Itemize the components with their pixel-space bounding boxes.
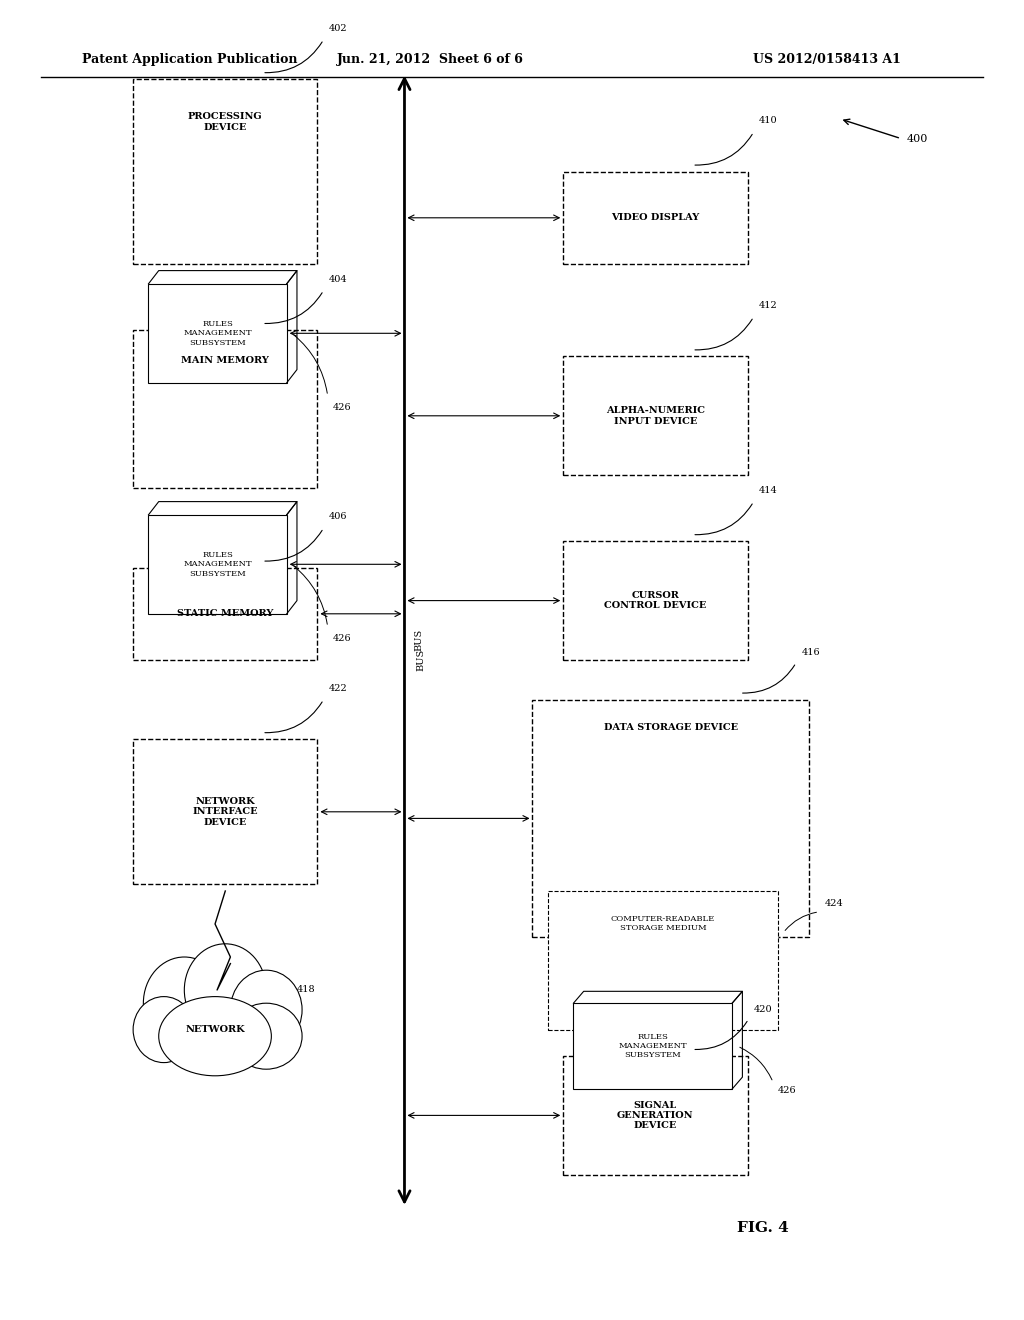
Bar [573,1003,732,1089]
Ellipse shape [230,970,302,1049]
Text: 426: 426 [333,403,351,412]
Bar [133,568,317,660]
Text: SIGNAL
GENERATION
DEVICE: SIGNAL GENERATION DEVICE [617,1101,693,1130]
Text: 424: 424 [824,899,843,908]
Text: US 2012/0158413 A1: US 2012/0158413 A1 [754,53,901,66]
Text: Jun. 21, 2012  Sheet 6 of 6: Jun. 21, 2012 Sheet 6 of 6 [337,53,523,66]
Text: 426: 426 [778,1086,797,1096]
Text: RULES
MANAGEMENT
SUBSYSTEM: RULES MANAGEMENT SUBSYSTEM [618,1032,687,1059]
Bar [133,330,317,488]
Text: STATIC MEMORY: STATIC MEMORY [177,610,273,618]
Bar [563,1056,748,1175]
Text: NETWORK
INTERFACE
DEVICE: NETWORK INTERFACE DEVICE [193,797,258,826]
Text: 412: 412 [759,301,777,310]
Text: 420: 420 [754,1005,772,1014]
Text: 404: 404 [329,275,347,284]
Text: 400: 400 [906,133,928,144]
Text: 410: 410 [759,116,777,125]
Bar [532,700,809,937]
Ellipse shape [230,1003,302,1069]
Text: NETWORK: NETWORK [185,1026,245,1034]
Text: MAIN MEMORY: MAIN MEMORY [181,356,269,366]
Text: 402: 402 [329,24,347,33]
Bar [563,172,748,264]
Bar [133,79,317,264]
Text: 422: 422 [329,684,347,693]
Text: ALPHA-NUMERIC
INPUT DEVICE: ALPHA-NUMERIC INPUT DEVICE [606,407,705,425]
Bar [563,356,748,475]
Text: CURSOR
CONTROL DEVICE: CURSOR CONTROL DEVICE [604,591,707,610]
Text: COMPUTER-READABLE
STORAGE MEDIUM: COMPUTER-READABLE STORAGE MEDIUM [611,915,715,932]
Text: RULES
MANAGEMENT
SUBSYSTEM: RULES MANAGEMENT SUBSYSTEM [183,552,252,578]
Text: 406: 406 [329,512,347,521]
Text: 426: 426 [333,634,351,643]
Text: PROCESSING
DEVICE: PROCESSING DEVICE [188,112,262,132]
Bar [548,891,778,1030]
Text: VIDEO DISPLAY: VIDEO DISPLAY [611,214,699,222]
Text: 416: 416 [801,648,820,657]
Bar [148,515,287,614]
Text: BUS: BUS [417,649,426,671]
Text: Patent Application Publication: Patent Application Publication [82,53,297,66]
Bar [148,284,287,383]
Text: 418: 418 [297,986,315,994]
Ellipse shape [184,944,266,1036]
Bar [563,541,748,660]
Text: RULES
MANAGEMENT
SUBSYSTEM: RULES MANAGEMENT SUBSYSTEM [183,321,252,347]
Text: FIG. 4: FIG. 4 [737,1221,790,1234]
Ellipse shape [143,957,225,1049]
Ellipse shape [133,997,195,1063]
Text: DATA STORAGE DEVICE: DATA STORAGE DEVICE [604,723,737,733]
Text: BUS: BUS [415,630,424,651]
Bar [133,739,317,884]
Ellipse shape [159,997,271,1076]
Text: 414: 414 [759,486,777,495]
